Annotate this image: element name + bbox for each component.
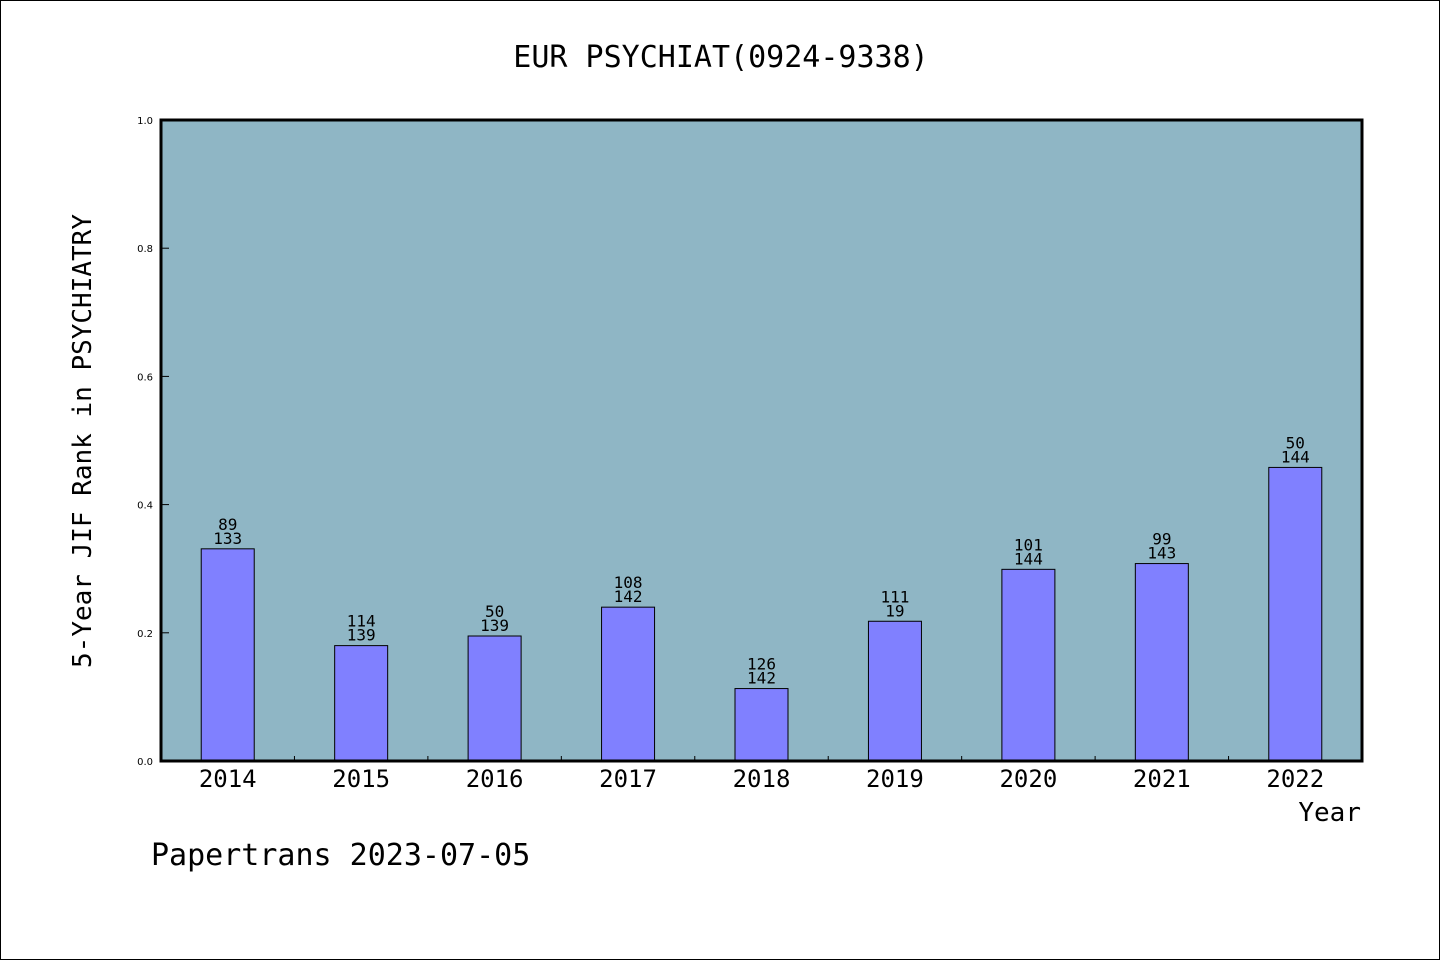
bar-label-bottom-2022: 144	[1281, 447, 1310, 466]
bar-2022	[1268, 466, 1323, 762]
x-tick-label-2022: 2022	[1266, 765, 1324, 793]
x-tick-label-2017: 2017	[599, 765, 657, 793]
x-tick-label-2014: 2014	[199, 765, 257, 793]
bar-label-top-2019: 111	[880, 587, 909, 606]
bar-2016	[467, 635, 522, 762]
bar-2014	[200, 548, 255, 762]
bar-label-bottom-2016: 139	[480, 616, 509, 635]
bar-label-top-2022: 50	[1286, 433, 1305, 452]
bars-layer: 8913311413950139108142126142111191011449…	[200, 433, 1323, 762]
bar-label-bottom-2018: 142	[747, 669, 776, 688]
y-axis-label: 5-Year JIF Rank in PSYCHIATRY	[68, 214, 98, 668]
x-tick-label-2015: 2015	[332, 765, 390, 793]
x-tick-label-2016: 2016	[466, 765, 524, 793]
bar-label-top-2018: 126	[747, 655, 776, 674]
bar-2015	[334, 645, 389, 762]
y-tick-label: 0.0	[137, 757, 153, 768]
bar-label-top-2021: 99	[1152, 530, 1171, 549]
bar-2017	[601, 606, 656, 762]
bar-label-bottom-2014: 133	[213, 529, 242, 548]
y-tick-label: 0.4	[137, 501, 153, 512]
y-tick-label: 0.2	[137, 629, 153, 640]
bar-2018	[734, 688, 789, 762]
bar-label-top-2017: 108	[614, 573, 643, 592]
x-tick-label-2020: 2020	[999, 765, 1057, 793]
y-tick-label: 0.6	[137, 372, 153, 383]
bar-label-top-2015: 114	[347, 612, 376, 631]
y-tick-label: 1.0	[137, 116, 153, 127]
x-tick-label-2021: 2021	[1133, 765, 1191, 793]
y-tick-label: 0.8	[137, 244, 153, 255]
chart-title: EUR PSYCHIAT(0924-9338)	[513, 40, 928, 75]
x-tick-label-2018: 2018	[733, 765, 791, 793]
x-axis-ticks: 2014 2015 2016 2017 2018 2019 2020 2021 2022	[199, 756, 1324, 793]
x-axis-label: Year	[1298, 798, 1361, 828]
bar-label-bottom-2019: 19	[885, 601, 904, 620]
bar-label-bottom-2015: 139	[347, 626, 376, 645]
plot-border	[159, 118, 1364, 763]
bar-2020	[1001, 568, 1056, 762]
footer-watermark: Papertrans 2023-07-05	[151, 838, 530, 873]
bar-label-top-2014: 89	[218, 515, 237, 534]
bar-2019	[867, 620, 922, 762]
x-tick-label-2019: 2019	[866, 765, 924, 793]
bar-label-bottom-2020: 144	[1014, 549, 1043, 568]
bar-label-top-2016: 50	[485, 602, 504, 621]
bar-2021	[1134, 563, 1189, 762]
bar-label-bottom-2021: 143	[1147, 544, 1176, 563]
bar-label-top-2020: 101	[1014, 535, 1043, 554]
bar-label-bottom-2017: 142	[614, 587, 643, 606]
